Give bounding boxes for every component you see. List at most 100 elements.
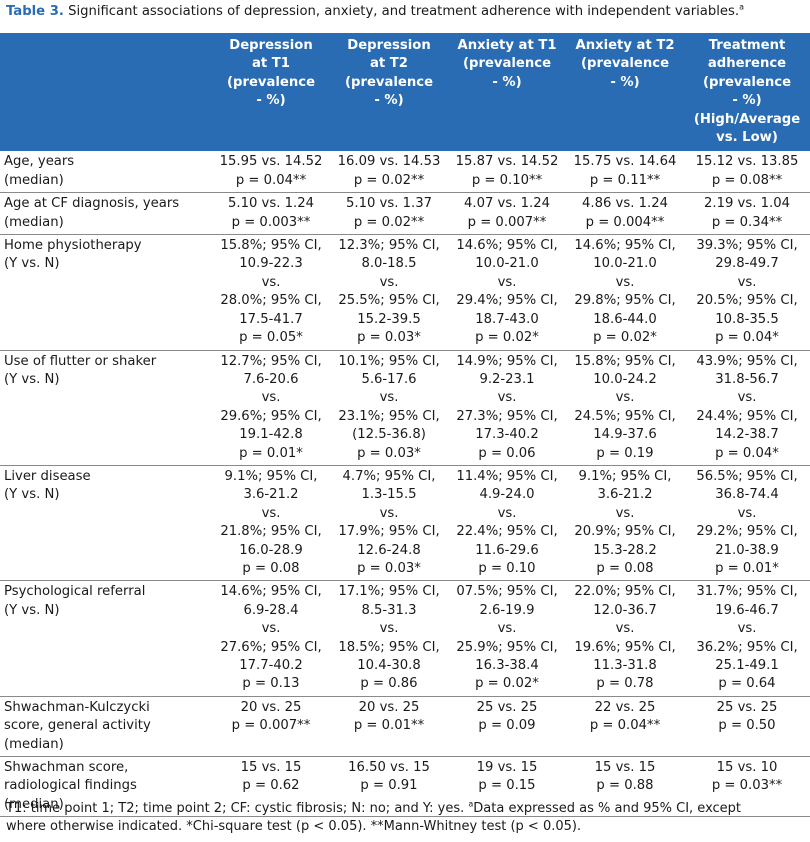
cell-line: 5.6-17.6 <box>361 371 417 387</box>
row-label-line: (median) <box>4 214 64 230</box>
footnote-line-1: T1: time point 1; T2; time point 2; CF: … <box>6 800 806 818</box>
header-line: Treatment <box>708 38 786 53</box>
cell-line: 15.8%; 95% CI, <box>574 353 676 369</box>
table-cell: 20 vs. 25 p = 0.01** <box>330 695 448 757</box>
header-cell-2: Depression at T2 (prevalence - %) <box>330 33 448 152</box>
table-row: Age, years (median) 15.95 vs. 14.52 p = 0.0… <box>0 151 810 192</box>
table-cell: 31.7%; 95% CI, 19.6-46.7 vs. 36.2%; 95% CI,… <box>684 580 810 697</box>
cell-line: 22.0%; 95% CI, <box>574 584 676 600</box>
cell-line: vs. <box>261 505 281 521</box>
cell-line: 31.8-56.7 <box>715 371 779 387</box>
cell-line: p = 0.007** <box>231 718 311 734</box>
row-label: Shwachman score, radiological findings (me… <box>0 756 212 818</box>
cell-line: vs. <box>615 621 635 637</box>
table-title: Table 3. Significant associations of dep… <box>6 3 744 21</box>
table-cell: 10.1%; 95% CI, 5.6-17.6 vs. 23.1%; 95% CI, (… <box>330 349 448 466</box>
table-cell: 12.3%; 95% CI, 8.0-18.5 vs. 25.5%; 95% CI, 1… <box>330 234 448 350</box>
cell-line: 25.5%; 95% CI, <box>338 293 440 309</box>
cell-line: 18.7-43.0 <box>475 311 539 327</box>
cell-line: p = 0.62 <box>242 778 300 794</box>
row-label-line: (Y vs. N) <box>4 371 60 387</box>
header-cell-1: Depression at T1 (prevalence - %) <box>212 33 330 152</box>
cell-line: 19.6%; 95% CI, <box>574 639 676 655</box>
row-label-line: Shwachman-Kulczycki <box>4 699 150 715</box>
cell-line: 15.8%; 95% CI, <box>220 238 322 254</box>
cell-line: 25 vs. 25 <box>716 699 778 715</box>
table-cell: 15.95 vs. 14.52 p = 0.04** <box>212 151 330 192</box>
cell-line: 24.5%; 95% CI, <box>574 408 676 424</box>
header-line: at T1 <box>252 56 290 72</box>
cell-line: 22 vs. 25 <box>594 699 656 715</box>
cell-line: 19.1-42.8 <box>239 427 303 443</box>
header-line: - %) <box>610 74 640 90</box>
cell-line: 15 vs. 15 <box>240 760 302 776</box>
cell-line: vs. <box>737 390 757 406</box>
table-cell: 15.75 vs. 14.64 p = 0.11** <box>566 151 684 192</box>
cell-line: vs. <box>497 621 517 637</box>
table-cell: 15 vs. 10 p = 0.03** <box>684 756 810 818</box>
cell-line: p = 0.004** <box>585 214 665 230</box>
row-label: Age, years (median) <box>0 151 212 192</box>
cell-line: 16.09 vs. 14.53 <box>337 154 441 170</box>
header-cell-5: Treatment adherence (prevalence - %) (High/A… <box>684 33 810 152</box>
cell-line: 10.8-35.5 <box>715 311 779 327</box>
table-cell: 9.1%; 95% CI, 3.6-21.2 vs. 20.9%; 95% CI, 15… <box>566 464 684 581</box>
table-row: Shwachman score, radiological findings (me… <box>0 756 810 818</box>
cell-line: 20.5%; 95% CI, <box>696 293 798 309</box>
cell-line: 20 vs. 25 <box>358 699 420 715</box>
cell-line: 25 vs. 25 <box>476 699 538 715</box>
header-line: (prevalence <box>226 74 316 90</box>
cell-line: 14.9-37.6 <box>593 427 657 443</box>
table-row: Use of flutter or shaker (Y vs. N) 12.7%; … <box>0 349 810 466</box>
cell-line: p = 0.03* <box>357 330 421 346</box>
table-cell: 07.5%; 95% CI, 2.6-19.9 vs. 25.9%; 95% CI, 1… <box>448 580 566 697</box>
cell-line: 3.6-21.2 <box>597 487 653 503</box>
cell-line: 9.2-23.1 <box>479 371 535 387</box>
header-line: at T2 <box>370 56 408 72</box>
cell-line: p = 0.86 <box>360 676 418 692</box>
cell-line: p = 0.02** <box>353 214 425 230</box>
cell-line: p = 0.04* <box>715 330 779 346</box>
table-cell: 19 vs. 15 p = 0.15 <box>448 756 566 818</box>
cell-line: 15.12 vs. 13.85 <box>695 154 799 170</box>
row-label-line: (Y vs. N) <box>4 256 60 272</box>
table-cell: 5.10 vs. 1.37 p = 0.02** <box>330 192 448 235</box>
table-caption: Significant associations of depression, … <box>63 4 740 19</box>
cell-line: 29.8%; 95% CI, <box>574 293 676 309</box>
cell-line: 21.8%; 95% CI, <box>220 524 322 540</box>
cell-line: p = 0.05* <box>239 330 303 346</box>
table-row: Shwachman-Kulczycki score, general activi… <box>0 695 810 757</box>
table-cell: 14.9%; 95% CI, 9.2-23.1 vs. 27.3%; 95% CI, 1… <box>448 349 566 466</box>
cell-line: 27.6%; 95% CI, <box>220 639 322 655</box>
cell-line: p = 0.34** <box>711 214 783 230</box>
table-footnote: T1: time point 1; T2; time point 2; CF: … <box>6 800 806 836</box>
header-cell-4: Anxiety at T2 (prevalence - %) <box>566 33 684 152</box>
table-cell: 15.8%; 95% CI, 10.0-24.2 vs. 24.5%; 95% CI,… <box>566 349 684 466</box>
header-line: vs. Low) <box>716 130 778 146</box>
results-table: Depression at T1 (prevalence - %) Depression… <box>0 33 810 818</box>
cell-line: 19 vs. 15 <box>476 760 538 776</box>
cell-line: vs. <box>497 505 517 521</box>
cell-line: p = 0.02* <box>593 330 657 346</box>
cell-line: vs. <box>615 274 635 290</box>
row-label: Home physiotherapy (Y vs. N) <box>0 234 212 350</box>
cell-line: 36.8-74.4 <box>715 487 779 503</box>
header-line: - %) <box>374 93 404 109</box>
cell-line: 14.6%; 95% CI, <box>220 584 322 600</box>
cell-line: 14.9%; 95% CI, <box>456 353 558 369</box>
header-row: Depression at T1 (prevalence - %) Depression… <box>0 33 810 152</box>
cell-line: 43.9%; 95% CI, <box>696 353 798 369</box>
table-cell: 9.1%; 95% CI, 3.6-21.2 vs. 21.8%; 95% CI, 16… <box>212 464 330 581</box>
table-row: Home physiotherapy (Y vs. N) 15.8%; 95% CI… <box>0 234 810 350</box>
cell-line: 9.1%; 95% CI, <box>224 468 318 484</box>
row-label-line: Use of flutter or shaker <box>4 353 157 369</box>
cell-line: 25.1-49.1 <box>715 658 779 673</box>
footnote-abbreviations: T1: time point 1; T2; time point 2; CF: … <box>6 801 469 816</box>
cell-line: vs. <box>379 505 399 521</box>
table-cell: 4.7%; 95% CI, 1.3-15.5 vs. 17.9%; 95% CI, 12… <box>330 464 448 581</box>
table-cell: 25 vs. 25 p = 0.09 <box>448 695 566 757</box>
table-cell: 15.12 vs. 13.85 p = 0.08** <box>684 151 810 192</box>
table-cell: 16.50 vs. 15 p = 0.91 <box>330 756 448 818</box>
row-label: Age at CF diagnosis, years (median) <box>0 192 212 235</box>
table-cell: 15.87 vs. 14.52 p = 0.10** <box>448 151 566 192</box>
